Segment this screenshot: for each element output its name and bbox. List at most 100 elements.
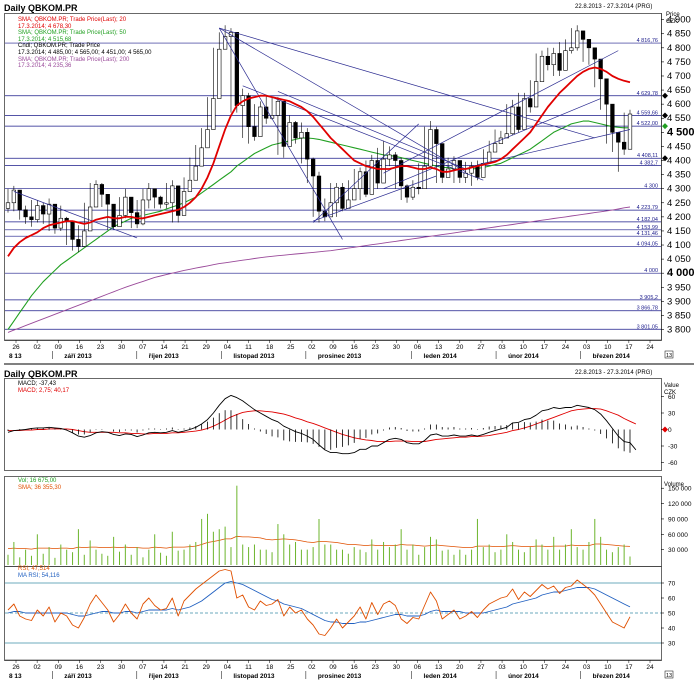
panel4-legend: RSI; 47,514 MA RSI; 54,116 (18, 566, 60, 579)
bottom-x-tick-label: 13 (435, 664, 443, 671)
price-tick-label: 4 900 (667, 15, 691, 26)
candle-body (528, 98, 533, 108)
candle-body (404, 185, 410, 198)
level-label: 4 300 (644, 184, 658, 190)
bottom-month-label: leden 2014 (424, 673, 458, 680)
panel1-legend: SMA; QBKOM.PR; Trade Price(Last); 20 17.3… (18, 17, 151, 70)
volume-tick-label: 90 000 (668, 516, 688, 523)
trendline (219, 27, 466, 173)
candle-body (5, 202, 11, 209)
trendline (312, 123, 419, 223)
candle-body (293, 122, 298, 139)
macd-line (7, 394, 637, 455)
price-tick-label: 4 400 (667, 156, 691, 167)
candle-body (35, 205, 40, 220)
candle-body (563, 50, 568, 71)
candle-body (146, 188, 151, 201)
price-tick-label: 4 500 (667, 126, 695, 138)
volume-tick-label: 150 000 (668, 486, 692, 493)
candle-body (217, 48, 222, 99)
top-x-tick-label: 10 (520, 344, 528, 351)
panel2-axis-title-line1: Value (664, 383, 679, 389)
level-label: 4 223,79 (637, 205, 658, 211)
candle-body (46, 203, 52, 215)
candle-body (252, 126, 257, 137)
panel2-axis-title-line2: CZK (664, 390, 676, 396)
volume-tick-label: 60 000 (668, 532, 688, 539)
bottom-x-tick-label: 16 (76, 664, 84, 671)
candle-body (363, 171, 369, 195)
panel2-legend-item-1: MACD; 2,75; 40,17 (18, 387, 70, 394)
level-label: 4 382,7 (640, 160, 658, 166)
candle-body (346, 199, 351, 209)
top-x-tick-label: 10 (604, 344, 612, 351)
candle-body (575, 30, 580, 49)
panel-frame-3 (4, 476, 662, 567)
panel4-legend-item-0: RSI; 47,514 (18, 566, 50, 572)
candle-body (222, 36, 228, 50)
candle-body (445, 168, 451, 178)
price-tick-label: 4 250 (667, 198, 691, 209)
candle-body (610, 103, 615, 133)
top-x-tick-label: 23 (372, 344, 380, 351)
macd-zero-marker (662, 426, 668, 433)
candle-body (93, 184, 99, 208)
rsi-ma-line (7, 581, 631, 624)
trendline (277, 91, 466, 170)
top-x-tick-label: 03 (498, 344, 506, 351)
candle-body (510, 106, 515, 135)
level-label: 4 153,99 (637, 225, 658, 231)
candle-body (70, 220, 75, 240)
top-x-tick-label: 27 (477, 344, 485, 351)
candle-body (434, 129, 439, 144)
bottom-x-tick-label: 17 (625, 664, 633, 671)
candle-body (23, 209, 28, 218)
price-tick-label: 3 850 (667, 310, 691, 321)
panel-frame-4 (4, 566, 662, 661)
trendline (242, 85, 484, 181)
rsi-tick-label: 40 (668, 626, 676, 633)
candle-body (105, 194, 110, 205)
price-tick-label: 4 700 (667, 71, 691, 82)
candle-body (504, 133, 509, 139)
candle-body (299, 132, 304, 139)
candle-body (580, 30, 586, 40)
axis-marker (662, 123, 668, 130)
trendline (477, 129, 631, 166)
candle-body (234, 32, 239, 106)
trendline (383, 98, 601, 190)
axis-marker (662, 92, 668, 99)
panel1-legend-item-7: 17.3.2014; 4 235,36 (18, 63, 72, 70)
panel1-legend-item-6: SMA; QBKOM.PR; Trade Price(Last); 200 (18, 56, 130, 63)
bottom-x-tick-label: 03 (498, 664, 506, 671)
bottom-x-tick-label: 26 (12, 664, 20, 671)
bottom-x-tick-label: 09 (329, 664, 337, 671)
candle-body (622, 141, 627, 150)
level-label: 4 816,76 (637, 38, 658, 44)
macd-tick-label: 30 (668, 411, 676, 418)
panel1-legend-item-0: SMA; QBKOM.PR; Trade Price(Last); 20 (18, 17, 127, 23)
candle-body (422, 165, 427, 189)
candle-body (352, 188, 357, 201)
level-label: 3 866,78 (637, 306, 658, 312)
candle-body (616, 132, 621, 143)
panel2-axis-title: Value CZK (664, 383, 679, 397)
price-tick-label: 4 800 (667, 43, 691, 54)
price-tick-label: 3 950 (667, 282, 691, 293)
top-corner-box (664, 350, 674, 359)
bottom-corner-box (664, 670, 674, 679)
rsi-tick-label: 30 (668, 641, 676, 648)
price-tick-label: 3 800 (667, 325, 691, 336)
sma200-line (7, 206, 631, 333)
rsi-tick-label: 50 (668, 611, 676, 618)
bottom-x-tick-label: 21 (181, 664, 189, 671)
candle-body (592, 47, 597, 60)
bottom-x-tick-label: 17 (541, 664, 549, 671)
bottom-month-label: 8 13 (9, 673, 22, 680)
sma50-line (7, 120, 630, 330)
candle-body (399, 160, 404, 187)
candle-body (193, 165, 198, 181)
panel1-legend-item-1: 17.3.2014; 4 678,30 (18, 23, 72, 30)
top-month-label: 8 13 (9, 353, 22, 360)
bottom-x-tick-label: 23 (372, 664, 380, 671)
